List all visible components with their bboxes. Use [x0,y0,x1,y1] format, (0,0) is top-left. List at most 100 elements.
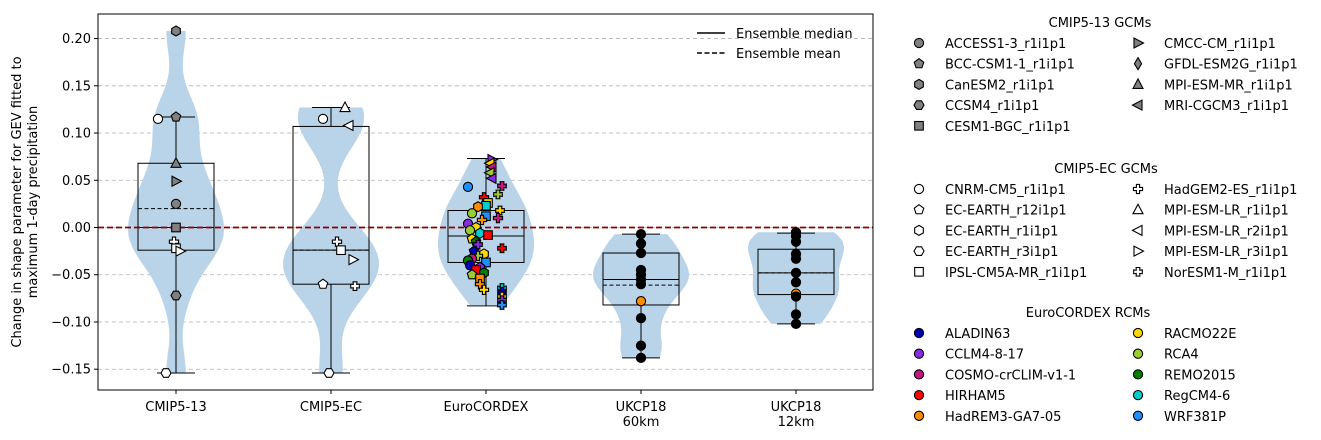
x-tick-label: CMIP5-EC [300,400,362,415]
data-point [475,227,485,239]
legend-label: WRF381P [1164,410,1226,425]
data-point [790,267,802,279]
data-point [317,113,329,125]
data-point [171,222,181,233]
data-point [342,119,354,132]
data-point [635,228,647,240]
legend-label: RegCM4-6 [1164,389,1230,404]
legend-group-title: CMIP5-EC GCMs [1054,162,1158,177]
data-point [171,25,181,37]
legend-label: MPI-ESM-LR_r3i1p1 [1164,245,1289,260]
data-point [152,113,164,125]
data-point [492,212,504,224]
data-point [485,172,497,185]
legend-label: ALADIN63 [945,327,1010,342]
legend-marker [913,348,925,359]
legend-marker [913,389,925,401]
legend-label: IPSL-CM5A-MR_r1i1p1 [945,266,1087,281]
data-point [790,309,802,320]
data-point [790,277,802,288]
legend-label: EC-EARTH_r3i1p1 [945,245,1058,260]
legend-marker [913,327,925,339]
legend-marker [913,58,925,69]
y-tick-label: 0.20 [62,32,91,47]
legend-marker [913,204,925,215]
inset-legend-label: Ensemble mean [736,47,841,62]
y-tick-label: −0.15 [51,363,91,378]
data-point [635,279,647,290]
data-point [171,175,183,188]
legend-marker [1132,348,1144,359]
legend-marker [1132,389,1144,401]
data-point [635,340,647,351]
legend-marker [914,266,924,277]
data-point [466,208,478,219]
data-point [495,205,505,216]
data-point [481,200,491,211]
legend-label: BCC-CSM1-1_r1i1p1 [945,58,1075,73]
data-point [339,100,351,113]
y-tick-label: 0.10 [62,127,91,142]
data-point [635,313,647,324]
legend-label: CanESM2_r1i1p1 [945,78,1055,93]
data-point [473,201,483,213]
legend-label: ACCESS1-3_r1i1p1 [945,37,1066,52]
points-layer [152,25,802,378]
legend-marker [1133,245,1145,258]
data-point [635,352,647,364]
legend-label: CCSM4_r1i1p1 [945,99,1039,114]
legend-marker [1132,369,1144,380]
legend-label: COSMO-crCLIM-v1-1 [945,368,1076,383]
data-point [497,243,507,254]
legend-label: CNRM-CM5_r1i1p1 [945,183,1066,198]
legend-label: RCA4 [1164,348,1199,363]
legend-marker [913,369,925,380]
legend-marker [914,78,924,91]
x-tick-label: 60km [623,415,660,430]
x-tick-label: UKCP18 [771,400,822,415]
y-axis-label: Change in shape parameter for GEV fitted… [10,56,25,347]
violin-body [283,107,379,373]
data-point [323,368,335,378]
legend-label: MPI-ESM-MR_r1i1p1 [1164,78,1293,93]
legend-marker [1133,56,1143,71]
data-point [483,230,493,240]
y-tick-label: −0.10 [51,315,91,330]
data-point [170,290,182,301]
legend-marker [1132,410,1144,421]
legend-label: MPI-ESM-LR_r1i1p1 [1164,204,1289,219]
data-point [466,269,478,280]
data-point [462,181,474,193]
data-point [170,198,182,210]
violin-body [593,234,689,358]
iqr-box [292,125,370,285]
legend-label: RACMO22E [1164,327,1236,342]
legend-group-title: EuroCORDEX RCMs [1026,306,1151,321]
legend-label: REMO2015 [1164,368,1236,383]
data-point [317,278,329,289]
legend-label: HIRHAM5 [945,389,1006,404]
legend-marker [1132,327,1144,339]
data-point [170,156,182,168]
data-point [493,189,503,200]
legend-label: CMCC-CM_r1i1p1 [1164,37,1276,52]
y-tick-label: −0.05 [51,268,91,283]
data-point [348,253,360,266]
data-point [635,238,647,249]
legend-marker [913,410,925,421]
x-tick-label: CMIP5-13 [145,400,206,415]
legend-marker [1131,99,1143,112]
legend-marker [913,37,925,49]
inset-legend: Ensemble median Ensemble mean [697,27,853,62]
data-point [170,111,182,122]
data-point [790,291,802,302]
legend-group-title: CMIP5-13 GCMs [1049,16,1152,31]
legend-label: EC-EARTH_r1i1p1 [945,224,1058,239]
legend-label: CESM1-BGC_r1i1p1 [945,120,1071,135]
legend-label: HadREM3-GA7-05 [945,410,1061,425]
legend-marker [913,183,925,195]
legend-label: CCLM4-8-17 [945,348,1024,363]
legend-marker [1133,37,1145,49]
data-point [478,284,490,296]
